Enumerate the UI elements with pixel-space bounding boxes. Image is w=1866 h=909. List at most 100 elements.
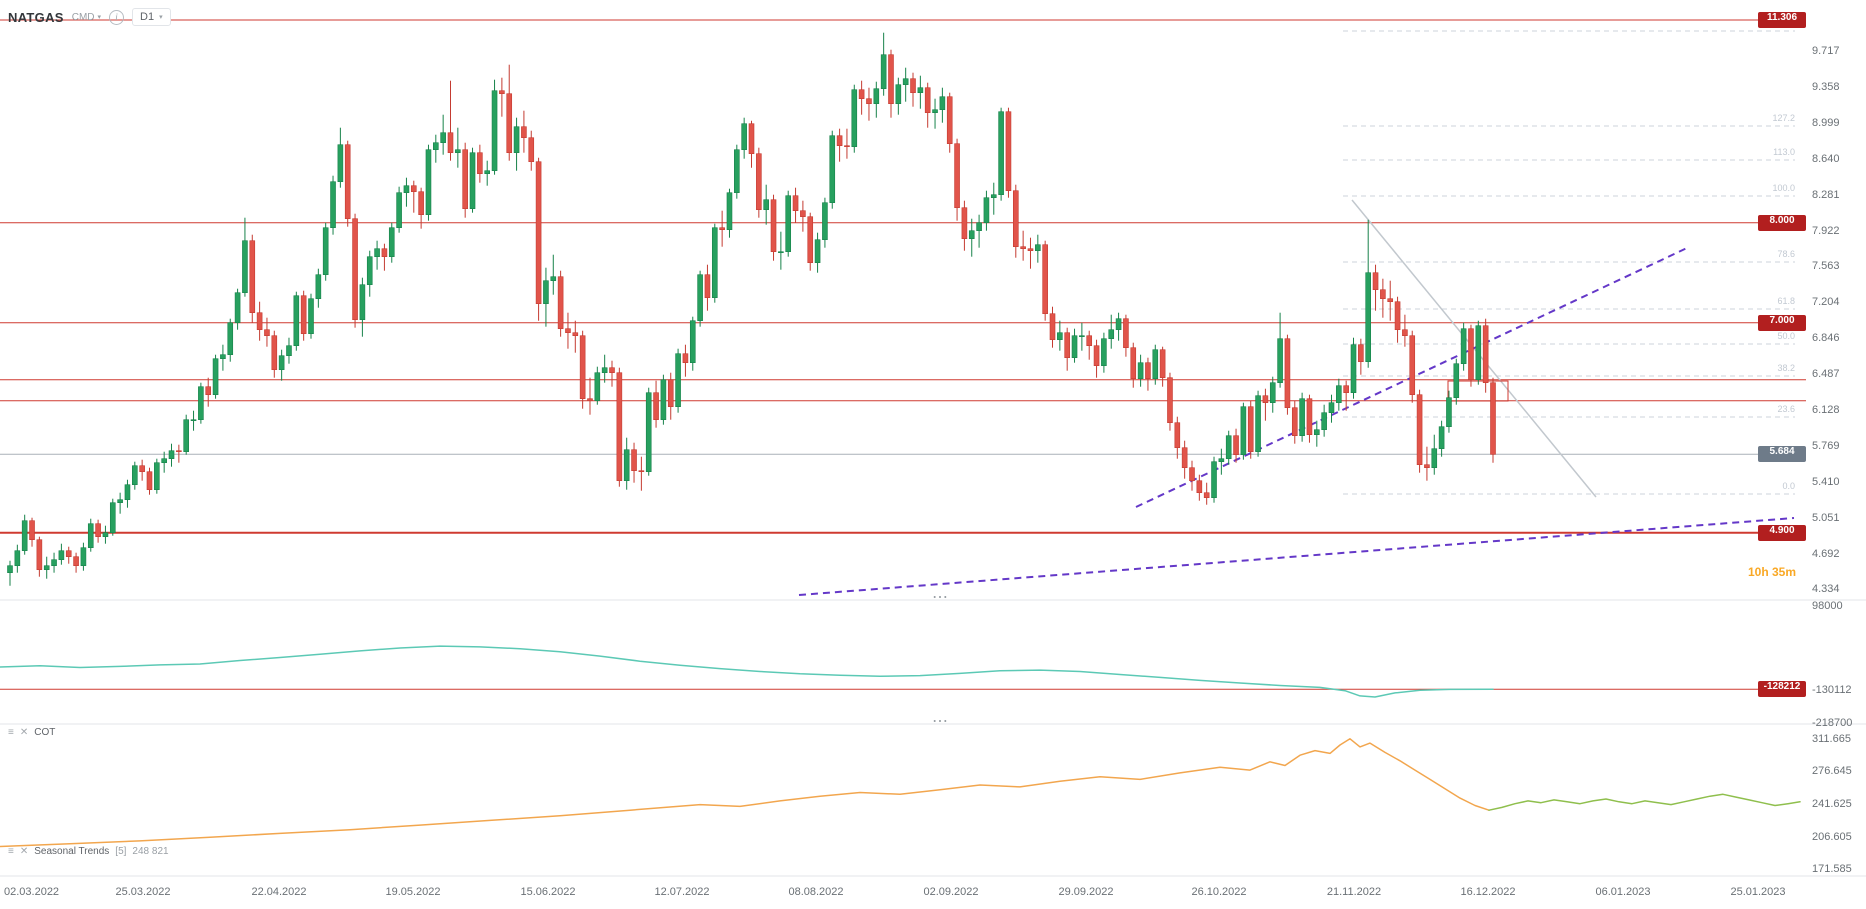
candle-body: [697, 274, 703, 322]
candle-body: [484, 170, 491, 174]
menu-icon[interactable]: ≡: [8, 846, 14, 857]
trendline-purple-shallow[interactable]: [798, 517, 1795, 596]
candle-body: [609, 367, 615, 374]
candle-body: [1365, 272, 1371, 363]
candle-body: [623, 449, 630, 482]
close-icon[interactable]: ✕: [19, 727, 29, 738]
date-axis-label: 26.10.2022: [1191, 886, 1247, 898]
price-axis-label: 6.128: [1812, 403, 1840, 416]
candle-body: [154, 462, 160, 491]
candle-body: [1380, 289, 1386, 300]
candle-body: [528, 137, 535, 162]
date-axis-label: 19.05.2022: [385, 886, 441, 898]
cot-line: [0, 738, 1490, 848]
candle-body: [1181, 447, 1188, 469]
candle-body: [190, 419, 197, 422]
candle-body: [653, 392, 659, 421]
pane-resize-handle[interactable]: ⋯: [932, 589, 950, 606]
candle-body: [14, 550, 21, 567]
candle-body: [1453, 363, 1460, 399]
candle-body: [300, 295, 307, 335]
price-axis-label: 4.692: [1812, 547, 1840, 560]
fib-level-label: 38.2: [1777, 363, 1795, 373]
candle-body: [1306, 398, 1313, 436]
candle-body: [308, 298, 314, 335]
price-level-badge: -128212: [1758, 681, 1806, 698]
candle-body: [139, 465, 145, 473]
candle-body: [249, 240, 256, 313]
candle-body: [1035, 244, 1041, 251]
price-axis-label: 7.563: [1812, 260, 1840, 273]
candle-body: [1218, 458, 1225, 463]
candle-body: [1475, 325, 1482, 381]
candle-body: [1101, 338, 1107, 367]
cot-axis-label: 241.625: [1812, 798, 1852, 810]
candle-body: [1042, 244, 1048, 314]
candle-body: [704, 274, 711, 299]
candle-body: [359, 284, 366, 321]
date-axis-label: 08.08.2022: [788, 886, 844, 898]
seasonal-indicator-name: Seasonal Trends: [34, 846, 110, 857]
menu-icon[interactable]: ≡: [8, 727, 14, 738]
price-axis-label: 8.281: [1812, 188, 1840, 201]
price-axis-label: 8.999: [1812, 116, 1840, 129]
cot-indicator-name: COT: [34, 727, 56, 738]
close-icon[interactable]: ✕: [19, 846, 29, 857]
candle-body: [711, 227, 718, 298]
candle-body: [242, 240, 248, 293]
candle-body: [1049, 313, 1056, 341]
candle-body: [660, 379, 667, 421]
candle-body: [785, 195, 792, 252]
seasonal-indicator-period: [5]: [115, 846, 127, 857]
candle-body: [132, 465, 138, 486]
date-axis-label: 22.04.2022: [251, 886, 307, 898]
seasonal-line: [1488, 793, 1801, 811]
candle-body: [946, 96, 953, 144]
candle-body: [102, 532, 109, 538]
candle-body: [1490, 382, 1496, 455]
candle-body: [1424, 464, 1430, 469]
indicator-line: [0, 645, 1494, 698]
candle-body: [961, 207, 968, 239]
candle-body: [910, 78, 916, 93]
candle-body: [1233, 435, 1239, 456]
candle-body: [1108, 329, 1115, 340]
candle-body: [939, 96, 946, 110]
candle-body: [983, 197, 990, 223]
candle-body: [286, 345, 292, 357]
cot-axis-label: 206.605: [1812, 830, 1852, 843]
candle-body: [374, 248, 380, 257]
price-axis-label: 7.204: [1812, 296, 1840, 309]
candle-body: [594, 372, 601, 402]
candle-body: [513, 126, 520, 153]
candle-body: [917, 87, 924, 93]
candle-body: [344, 144, 351, 219]
candle-body: [117, 499, 123, 504]
candle-body: [667, 379, 674, 408]
info-icon[interactable]: i: [109, 9, 125, 25]
candle-body: [851, 89, 858, 147]
candle-body: [873, 88, 880, 104]
market-segment-label: CMD: [71, 11, 95, 23]
candle-body: [521, 126, 527, 138]
candle-body: [1071, 335, 1078, 359]
candle-body: [176, 450, 182, 453]
candle-body: [748, 123, 755, 154]
market-segment-dropdown[interactable]: CMD ▾: [72, 12, 101, 23]
candle-body: [168, 450, 175, 460]
price-axis-label: 9.358: [1812, 80, 1840, 93]
candle-body: [315, 274, 322, 300]
candle-body: [1372, 272, 1379, 291]
candle-body: [1343, 385, 1349, 394]
candle-body: [954, 143, 960, 208]
candle-body: [1211, 461, 1217, 499]
cot-indicator-legend: ≡ ✕ COT: [8, 727, 55, 738]
candle-body: [1240, 406, 1247, 456]
candle-body: [433, 142, 439, 150]
pane-resize-handle[interactable]: ⋯: [932, 713, 950, 730]
candle-body: [1277, 338, 1283, 384]
candle-body: [807, 216, 814, 263]
timeframe-button[interactable]: D1 ▾: [132, 8, 171, 26]
seasonal-indicator-legend: ≡ ✕ Seasonal Trends [5] 248 821: [8, 846, 169, 857]
